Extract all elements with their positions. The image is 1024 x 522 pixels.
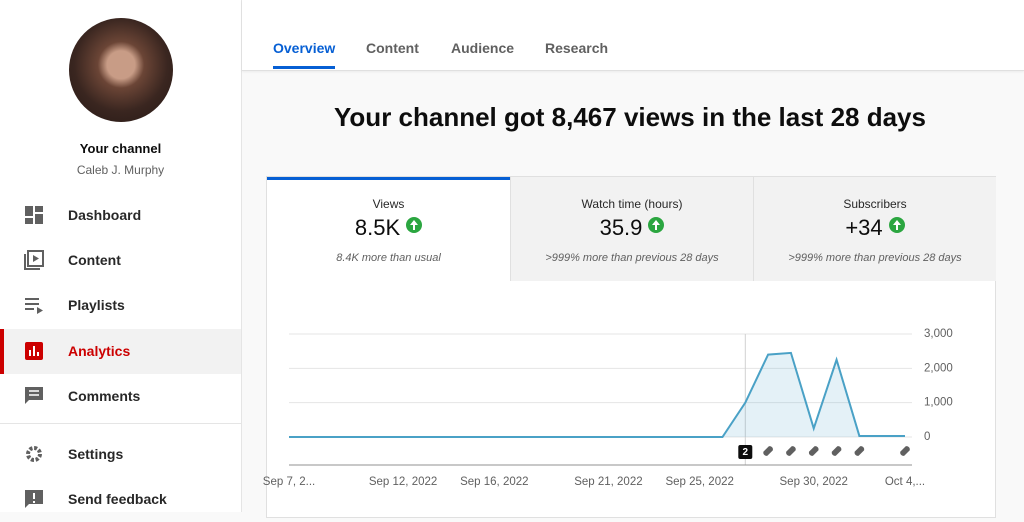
nav-item[interactable]: Send feedback [0,477,241,522]
nav-icon [25,387,43,404]
nav-item[interactable]: Settings [0,432,241,477]
short-icon [786,446,796,456]
annotation-label: 2 [743,447,749,458]
short-icon [831,446,842,456]
x-tick-label: Sep 30, 2022 [780,476,848,488]
line [289,351,905,438]
short-icon [808,446,819,456]
channel-title[interactable]: Your channel [79,141,162,156]
nav-label: Content [68,252,121,268]
short-icon [900,446,910,456]
y-tick-label: 3,000 [924,328,953,340]
nav-item[interactable]: Comments [0,374,241,419]
nav-item[interactable]: Playlists [0,283,241,328]
y-tick-label: 1,000 [924,397,953,409]
tab-bar: Overview Content Audience Research [242,0,1024,71]
x-tick-label: Sep 12, 2022 [369,476,437,488]
y-tick-label: 2,000 [924,362,953,374]
metric-label: Subscribers [843,197,907,211]
short-icon [854,446,865,456]
nav-item[interactable]: Analytics [0,329,241,374]
sidebar: Your channel Caleb J. Murphy Dashboard Co… [0,0,242,512]
nav-label: Comments [68,388,141,404]
nav-label: Settings [68,446,124,462]
nav-label: Playlists [68,297,125,313]
metric-note: >999% more than previous 28 days [788,252,962,264]
x-tick-label: Sep 25, 2022 [665,476,733,488]
y-tick-label: 0 [924,431,930,443]
nav-icon [25,342,43,360]
analytics-card: Views 8.5K 8.4K more than usual Watch time … [266,176,996,518]
up-arrow-icon [406,217,423,233]
metric-tab[interactable]: Watch time (hours) 35.9 >999% more than pr… [510,177,753,281]
x-tick-label: Sep 7, 2... [263,476,315,488]
tab[interactable]: Content [366,40,419,56]
area [289,352,905,437]
metric-value-text: 35.9 [599,215,643,240]
metric-value-text: +34 [845,215,883,240]
nav-icon [25,206,43,224]
up-arrow-icon [648,217,665,233]
metric-tab[interactable]: Views 8.5K 8.4K more than usual [267,177,510,281]
metric-note: 8.4K more than usual [336,252,441,264]
nav-item[interactable]: Content [0,238,241,283]
metric-label: Views [372,197,405,211]
nav-icon [24,250,44,270]
x-tick-label: Sep 21, 2022 [574,476,642,488]
divider [0,423,241,424]
tab[interactable]: Overview [273,40,336,69]
tab[interactable]: Audience [451,40,515,56]
nav-item[interactable]: Dashboard [0,193,241,238]
avatar[interactable] [69,18,173,122]
annotation-badge [738,445,753,459]
nav-label: Analytics [68,343,131,359]
metric-value: +34 [754,215,996,241]
metric-value: 8.5K [267,215,510,241]
nav-label: Dashboard [68,207,142,223]
metric-note: >999% more than previous 28 days [545,252,719,264]
nav-label: Send feedback [68,491,167,507]
headline: Your channel got 8,467 views in the last… [334,102,926,132]
channel-name: Caleb J. Murphy [76,163,165,177]
metric-label: Watch time (hours) [581,197,683,211]
metric-value-text: 8.5K [354,215,401,240]
nav-icon [26,446,42,462]
tab[interactable]: Research [545,40,609,56]
nav-icon [25,298,43,314]
up-arrow-icon [888,217,905,233]
metric-value: 35.9 [511,215,753,241]
short-icon [763,446,773,456]
nav-icon [25,490,43,508]
metric-tab[interactable]: Subscribers +34 >999% more than previous 2… [753,177,996,281]
x-tick-label: Sep 16, 2022 [460,476,528,488]
x-tick-label: Oct 4,... [885,476,925,488]
